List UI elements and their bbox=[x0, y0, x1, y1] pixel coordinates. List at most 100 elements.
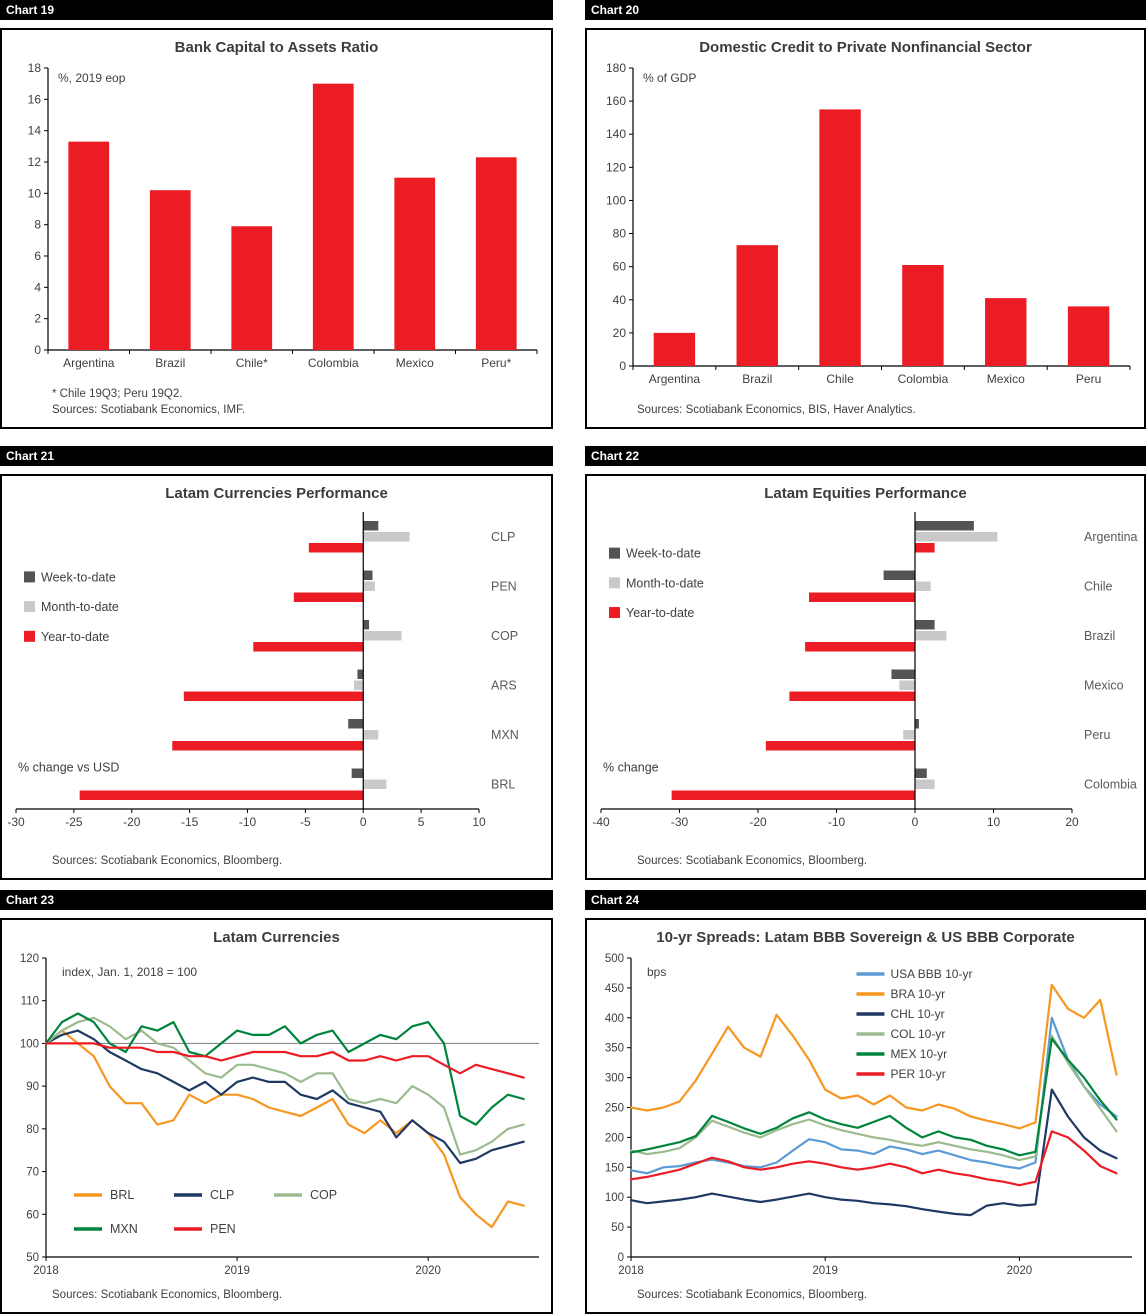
chart23-label: Chart 23 bbox=[6, 893, 55, 907]
svg-text:Peru: Peru bbox=[1076, 372, 1101, 386]
svg-text:10: 10 bbox=[472, 815, 486, 829]
chart24-plot: 0 50 100 150 200 250 300 350 400 450 500 2018 2019 20… bbox=[587, 948, 1144, 1285]
chart24-panel: Chart 24 10-yr Spreads: Latam BBB Sovere… bbox=[585, 890, 1146, 1314]
svg-text:50: 50 bbox=[26, 1252, 39, 1264]
chart23-sources: Sources: Scotiabank Economics, Bloomberg… bbox=[52, 1289, 283, 1302]
chart19-label: Chart 19 bbox=[6, 3, 55, 17]
chart23-panel: Chart 23 Latam Currencies 50 60 70 80 90 100 1… bbox=[0, 890, 553, 1314]
svg-text:-30: -30 bbox=[671, 815, 689, 829]
chart21-sources: Sources: Scotiabank Economics, Bloomberg… bbox=[52, 855, 283, 868]
svg-text:140: 140 bbox=[606, 127, 626, 141]
svg-text:Mexico: Mexico bbox=[1084, 678, 1124, 692]
svg-text:Argentina: Argentina bbox=[63, 356, 115, 370]
chart20-sources: Sources: Scotiabank Economics, BIS, Have… bbox=[637, 404, 916, 417]
svg-text:-15: -15 bbox=[181, 815, 199, 829]
svg-text:Argentina: Argentina bbox=[1084, 530, 1138, 544]
svg-text:150: 150 bbox=[605, 1162, 624, 1174]
svg-text:index, Jan. 1, 2018 = 100: index, Jan. 1, 2018 = 100 bbox=[62, 965, 197, 979]
svg-text:-25: -25 bbox=[65, 815, 83, 829]
chart23-header: Chart 23 bbox=[0, 890, 553, 910]
chart19-box: Bank Capital to Assets Ratio 0 2 4 6 8 10 12 14… bbox=[0, 28, 553, 429]
svg-text:-10: -10 bbox=[828, 815, 846, 829]
chart24-sources: Sources: Scotiabank Economics, Bloomberg… bbox=[637, 1289, 868, 1302]
chart20-panel: Chart 20 Domestic Credit to Private Nonf… bbox=[585, 0, 1146, 429]
svg-text:%, 2019 eop: %, 2019 eop bbox=[58, 71, 126, 85]
svg-text:4: 4 bbox=[34, 280, 41, 294]
chart21-label: Chart 21 bbox=[6, 449, 55, 463]
svg-text:Year-to-date: Year-to-date bbox=[626, 606, 694, 620]
chart19-title: Bank Capital to Assets Ratio bbox=[174, 39, 379, 56]
svg-text:0: 0 bbox=[912, 815, 919, 829]
svg-text:CHL 10-yr: CHL 10-yr bbox=[890, 1007, 944, 1021]
svg-text:20: 20 bbox=[1065, 815, 1079, 829]
svg-text:PEN: PEN bbox=[491, 579, 517, 593]
svg-text:0: 0 bbox=[360, 815, 367, 829]
chart20-label: Chart 20 bbox=[591, 3, 640, 17]
svg-text:Colombia: Colombia bbox=[308, 356, 359, 370]
svg-text:0: 0 bbox=[619, 359, 626, 373]
svg-text:Month-to-date: Month-to-date bbox=[41, 600, 119, 614]
chart22-title: Latam Equities Performance bbox=[764, 485, 967, 502]
chart21-title: Latam Currencies Performance bbox=[165, 485, 388, 502]
svg-text:Week-to-date: Week-to-date bbox=[626, 547, 701, 561]
svg-text:-5: -5 bbox=[300, 815, 311, 829]
chart24-footer: Sources: Scotiabank Economics, Bloomberg… bbox=[587, 1285, 1144, 1312]
svg-text:USA BBB 10-yr: USA BBB 10-yr bbox=[890, 967, 972, 981]
svg-text:CLP: CLP bbox=[491, 530, 515, 544]
svg-text:2019: 2019 bbox=[812, 1265, 838, 1277]
chart20-plot: 0 20 40 60 80 100 120 140 160 180 Argentina Brazil C… bbox=[587, 58, 1144, 400]
chart24-header: Chart 24 bbox=[585, 890, 1146, 910]
chart23-box: Latam Currencies 50 60 70 80 90 100 110 120 2018… bbox=[0, 918, 553, 1314]
svg-text:50: 50 bbox=[611, 1222, 624, 1234]
svg-text:2020: 2020 bbox=[415, 1265, 441, 1277]
svg-text:500: 500 bbox=[605, 953, 624, 965]
svg-text:110: 110 bbox=[21, 996, 39, 1008]
svg-text:18: 18 bbox=[28, 61, 42, 75]
svg-text:ARS: ARS bbox=[491, 678, 517, 692]
svg-text:MXN: MXN bbox=[110, 1222, 138, 1236]
svg-text:100: 100 bbox=[606, 193, 626, 207]
chart21-panel: Chart 21 Latam Currencies Performance CL… bbox=[0, 446, 553, 880]
svg-text:80: 80 bbox=[26, 1124, 39, 1136]
svg-text:Week-to-date: Week-to-date bbox=[41, 570, 116, 584]
svg-text:-20: -20 bbox=[123, 815, 141, 829]
svg-text:0: 0 bbox=[34, 343, 41, 357]
svg-text:COP: COP bbox=[310, 1188, 337, 1202]
chart22-box: Latam Equities Performance Argentina Chil… bbox=[585, 474, 1146, 880]
svg-text:BRL: BRL bbox=[491, 777, 515, 791]
svg-text:300: 300 bbox=[605, 1073, 624, 1085]
svg-text:6: 6 bbox=[34, 249, 41, 263]
svg-text:PEN: PEN bbox=[210, 1222, 236, 1236]
svg-text:Mexico: Mexico bbox=[396, 356, 434, 370]
svg-text:90: 90 bbox=[26, 1081, 39, 1093]
svg-text:Brazil: Brazil bbox=[155, 356, 185, 370]
svg-text:12: 12 bbox=[28, 155, 42, 169]
chart23-footer: Sources: Scotiabank Economics, Bloomberg… bbox=[2, 1285, 551, 1312]
svg-text:MXN: MXN bbox=[491, 728, 519, 742]
chart23-plot: 50 60 70 80 90 100 110 120 2018 2019 2020 index, Ja… bbox=[2, 948, 551, 1285]
svg-text:bps: bps bbox=[647, 965, 666, 979]
svg-text:CLP: CLP bbox=[210, 1188, 234, 1202]
svg-text:2018: 2018 bbox=[618, 1265, 644, 1277]
chart21-footer: Sources: Scotiabank Economics, Bloomberg… bbox=[2, 851, 551, 878]
svg-text:Brazil: Brazil bbox=[742, 372, 772, 386]
svg-text:Month-to-date: Month-to-date bbox=[626, 576, 704, 590]
svg-text:8: 8 bbox=[34, 218, 41, 232]
chart19-header: Chart 19 bbox=[0, 0, 553, 20]
svg-text:Peru: Peru bbox=[1084, 728, 1110, 742]
svg-text:Chile: Chile bbox=[1084, 579, 1113, 593]
svg-text:180: 180 bbox=[606, 61, 626, 75]
chart20-title: Domestic Credit to Private Nonfinancial … bbox=[699, 39, 1032, 56]
svg-text:350: 350 bbox=[605, 1043, 624, 1055]
svg-text:Chile: Chile bbox=[826, 372, 854, 386]
chart22-sources: Sources: Scotiabank Economics, Bloomberg… bbox=[637, 855, 868, 868]
chart19-panel: Chart 19 Bank Capital to Assets Ratio 0 2… bbox=[0, 0, 553, 429]
svg-text:Peru*: Peru* bbox=[481, 356, 511, 370]
svg-text:400: 400 bbox=[605, 1013, 624, 1025]
svg-text:450: 450 bbox=[605, 983, 624, 995]
svg-text:BRL: BRL bbox=[110, 1188, 134, 1202]
svg-text:70: 70 bbox=[26, 1167, 39, 1179]
chart24-label: Chart 24 bbox=[591, 893, 640, 907]
svg-text:100: 100 bbox=[20, 1038, 39, 1050]
svg-text:250: 250 bbox=[605, 1103, 624, 1115]
